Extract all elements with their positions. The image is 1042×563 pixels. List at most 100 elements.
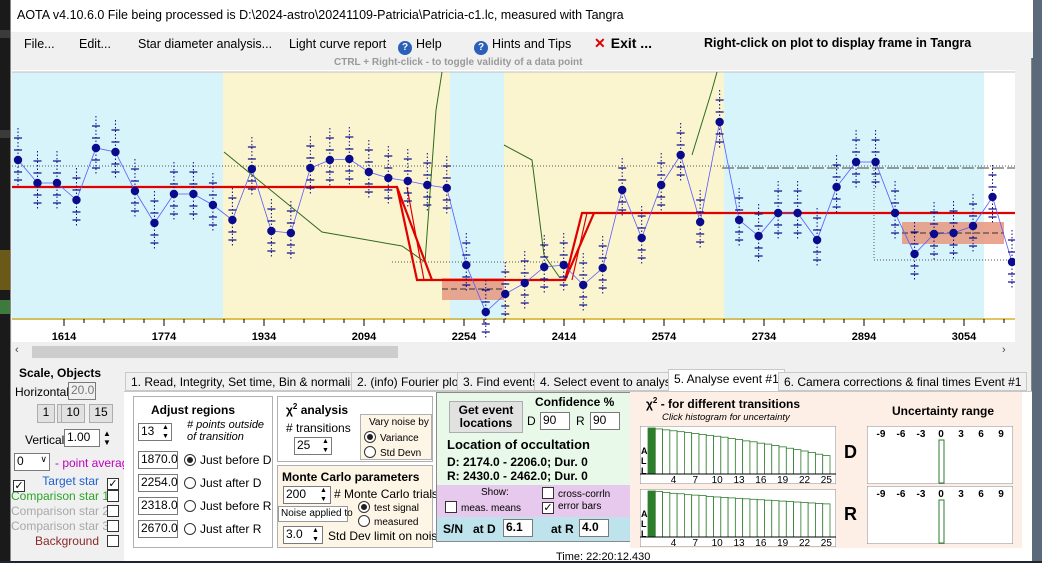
- get-event-locations-button[interactable]: Get event locations: [449, 401, 523, 433]
- data-point[interactable]: [832, 155, 841, 213]
- data-point[interactable]: [559, 233, 568, 291]
- data-point[interactable]: [968, 194, 978, 252]
- data-point[interactable]: [306, 136, 315, 194]
- histogram-bar[interactable]: [756, 499, 765, 538]
- data-point[interactable]: [988, 165, 997, 223]
- checkbox-icon[interactable]: [107, 535, 119, 547]
- data-point[interactable]: [169, 162, 179, 220]
- data-point[interactable]: [481, 280, 490, 338]
- histogram-bar[interactable]: [771, 445, 780, 475]
- histogram-bar[interactable]: [815, 503, 824, 538]
- monte-carlo-trials-input[interactable]: 200: [283, 486, 331, 504]
- std-limit-spinner[interactable]: ▲ ▼: [312, 527, 319, 543]
- histogram-bar[interactable]: [749, 498, 758, 538]
- data-point[interactable]: [637, 206, 646, 264]
- data-point[interactable]: [754, 204, 763, 262]
- variance-radio[interactable]: Variance: [364, 431, 419, 444]
- histogram-bar[interactable]: [713, 496, 722, 538]
- data-point[interactable]: [851, 130, 861, 188]
- region-radio[interactable]: Just after R: [184, 522, 261, 536]
- data-point[interactable]: [442, 156, 451, 214]
- meas-means-checkbox[interactable]: meas. means: [445, 501, 521, 514]
- transitions-input[interactable]: 25: [294, 437, 332, 455]
- data-point[interactable]: [52, 151, 62, 209]
- histogram-bar[interactable]: [807, 451, 816, 475]
- data-point[interactable]: [228, 188, 237, 246]
- scale-button-10[interactable]: 10: [61, 404, 85, 423]
- histogram-bar[interactable]: [742, 440, 751, 475]
- region-radio[interactable]: Just after D: [184, 476, 261, 490]
- data-points[interactable]: [13, 90, 1015, 338]
- histogram-bar[interactable]: [822, 455, 831, 475]
- data-point[interactable]: [325, 128, 335, 186]
- data-point[interactable]: [793, 181, 802, 239]
- menu-light-curve-report[interactable]: Light curve report: [289, 37, 387, 51]
- tab-3[interactable]: 3. Find events: [457, 372, 545, 391]
- histogram-bar[interactable]: [815, 453, 824, 475]
- histogram-bar[interactable]: [669, 430, 678, 475]
- data-point[interactable]: [364, 140, 374, 198]
- histogram-bar[interactable]: [771, 500, 780, 538]
- menu-hints[interactable]: ? Hints and Tips: [474, 37, 571, 55]
- data-point[interactable]: [345, 127, 354, 185]
- data-point[interactable]: [423, 153, 432, 211]
- data-point[interactable]: [462, 233, 471, 291]
- confidence-d-input[interactable]: 90: [540, 412, 570, 430]
- scroll-thumb[interactable]: [32, 346, 398, 358]
- histogram-bar[interactable]: [749, 441, 758, 475]
- data-point[interactable]: [520, 251, 529, 309]
- histogram-bar[interactable]: [654, 428, 663, 475]
- data-point[interactable]: [617, 158, 627, 216]
- data-point[interactable]: [871, 130, 880, 188]
- data-point[interactable]: [929, 202, 939, 260]
- plot-scrollbar[interactable]: ‹ ›: [12, 344, 1015, 360]
- histogram-bar[interactable]: [647, 427, 656, 475]
- scale-button-15[interactable]: 15: [89, 404, 113, 423]
- data-point[interactable]: [598, 236, 607, 294]
- histogram-bar[interactable]: [822, 503, 831, 538]
- menu-star-diameter[interactable]: Star diameter analysis...: [138, 37, 273, 51]
- histogram-bar[interactable]: [662, 429, 671, 475]
- data-point[interactable]: [715, 90, 724, 148]
- transitions-spinner[interactable]: ▲ ▼: [322, 438, 329, 454]
- d-histogram[interactable]: 4 7 10 13 16 19 22 25 ALL: [640, 426, 836, 484]
- std-devn-radio[interactable]: Std Devn: [364, 446, 421, 459]
- histogram-bar[interactable]: [778, 446, 787, 475]
- region-radio[interactable]: Just before D: [184, 453, 271, 467]
- data-point[interactable]: [247, 137, 257, 195]
- checkmark-icon[interactable]: ✓: [107, 478, 119, 490]
- data-point[interactable]: [91, 116, 101, 174]
- data-point[interactable]: [890, 181, 900, 239]
- scroll-right-icon[interactable]: ›: [1002, 344, 1006, 356]
- histogram-bar[interactable]: [669, 492, 678, 538]
- checkbox-icon[interactable]: [107, 505, 119, 517]
- histogram-bar[interactable]: [807, 502, 816, 538]
- histogram-bar[interactable]: [785, 447, 795, 475]
- measured-radio[interactable]: measured: [358, 515, 418, 528]
- data-point[interactable]: [13, 128, 23, 186]
- histogram-bar[interactable]: [764, 499, 773, 538]
- data-point[interactable]: [403, 149, 413, 207]
- data-point[interactable]: [208, 173, 218, 231]
- region-value-input[interactable]: 2318.0: [138, 497, 178, 515]
- histogram-bar[interactable]: [676, 431, 685, 475]
- histogram-bar[interactable]: [720, 497, 729, 538]
- vertical-scale-input[interactable]: 1.00: [64, 429, 100, 447]
- horizontal-scale-input[interactable]: 20.0: [68, 382, 96, 400]
- cross-corrln-checkbox[interactable]: cross-corrln: [542, 487, 610, 500]
- checkmark-icon[interactable]: ✓: [13, 480, 25, 492]
- checkbox-icon[interactable]: [107, 520, 119, 532]
- histogram-bar[interactable]: [793, 501, 802, 538]
- r-histogram[interactable]: 4 7 10 13 16 19 22 25 ALL: [640, 489, 836, 547]
- point-average-select[interactable]: 0 ∨: [14, 453, 50, 471]
- histogram-bar[interactable]: [800, 502, 809, 538]
- tab-4[interactable]: 4. Select event to analyse: [534, 372, 684, 391]
- histogram-bar[interactable]: [734, 439, 744, 475]
- histogram-bar[interactable]: [676, 493, 685, 538]
- histogram-bar[interactable]: [793, 449, 802, 475]
- light-curve-plot[interactable]: 1614 1774 1934 2094 2254 2414 2574 2734 2894 3054: [12, 70, 1015, 342]
- histogram-bar[interactable]: [778, 500, 787, 538]
- histogram-bar[interactable]: [785, 501, 795, 538]
- histogram-bar[interactable]: [727, 497, 736, 538]
- data-point[interactable]: [72, 168, 81, 226]
